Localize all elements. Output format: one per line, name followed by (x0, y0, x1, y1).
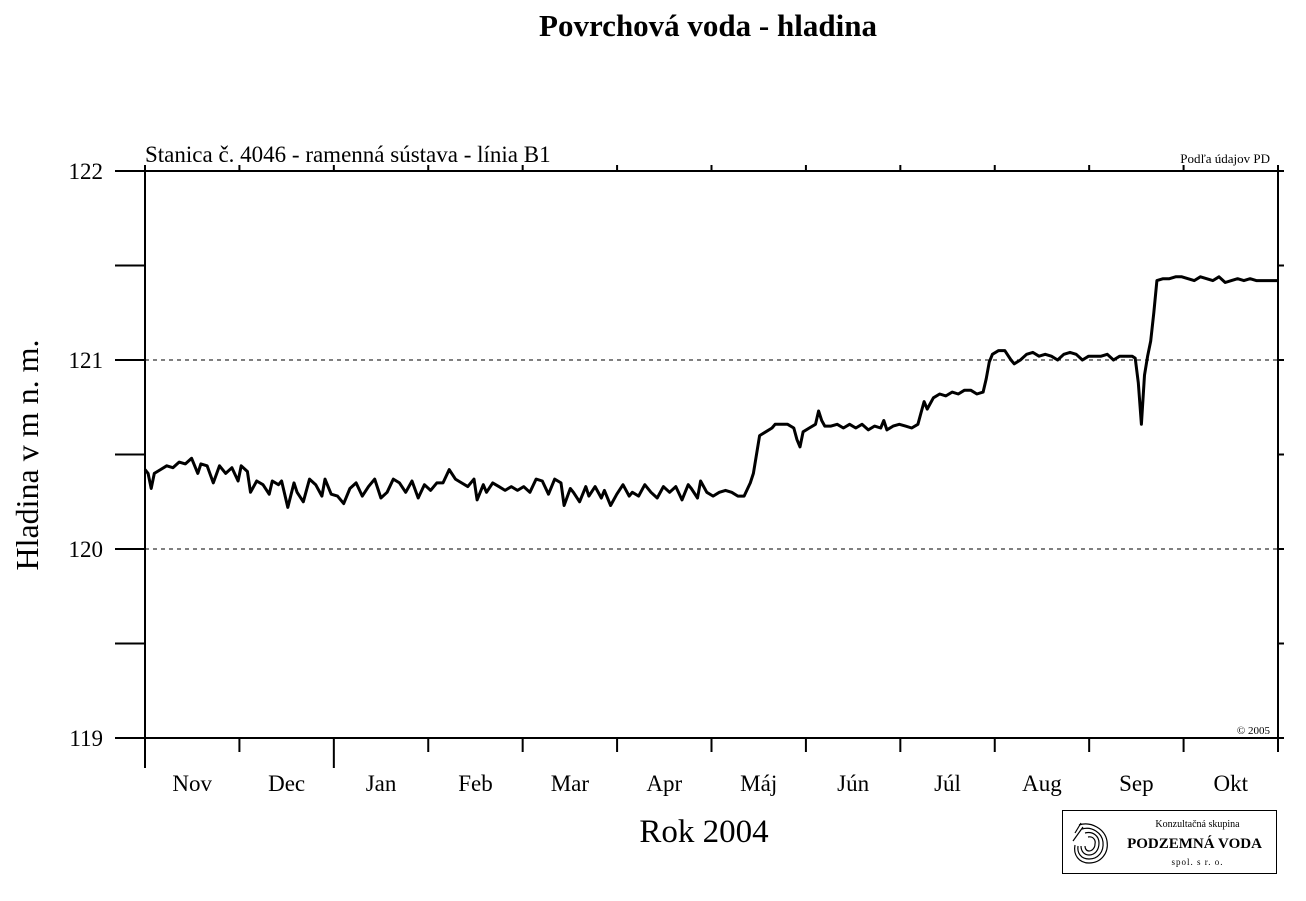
x-tick-label: Nov (172, 771, 212, 796)
y-tick-label: 122 (69, 159, 104, 184)
x-tick-label: Dec (268, 771, 305, 796)
chart-subtitle: Stanica č. 4046 - ramenná sústava - líni… (145, 142, 551, 167)
series-line (143, 275, 1278, 509)
x-tick-label: Okt (1214, 771, 1249, 796)
x-tick-label: Aug (1022, 771, 1062, 796)
x-tick-label: Feb (458, 771, 493, 796)
x-tick-label: Sep (1119, 771, 1154, 796)
x-tick-label: Jún (837, 771, 869, 796)
y-tick-label: 119 (69, 726, 103, 751)
x-tick-label: Júl (934, 771, 961, 796)
source-note: Podľa údajov PD (1180, 151, 1270, 166)
x-tick-label: Jan (366, 771, 397, 796)
gridlines (145, 359, 1278, 550)
x-tick-label: Mar (551, 771, 590, 796)
copyright-note: © 2005 (1237, 725, 1271, 737)
y-axis: 119 120 121 122 (69, 159, 1284, 751)
water-drop-logo-icon (1072, 822, 1108, 864)
y-tick-label: 121 (69, 348, 104, 373)
y-tick-label: 120 (69, 537, 104, 562)
plot-frame (144, 170, 1279, 739)
x-tick-label: Máj (740, 771, 777, 796)
company-logo: Konzultačná skupina PODZEMNÁ VODA spol. … (1062, 810, 1277, 874)
x-axis: Nov Dec Jan Feb Mar Apr Máj Jún Júl Aug Sep Okt (144, 165, 1279, 796)
x-tick-label: Apr (646, 771, 682, 796)
x-axis-label: Rok 2004 (639, 814, 768, 850)
chart-title: Povrchová voda - hladina (539, 8, 877, 43)
y-axis-label: Hladina v m n. m. (9, 339, 45, 570)
